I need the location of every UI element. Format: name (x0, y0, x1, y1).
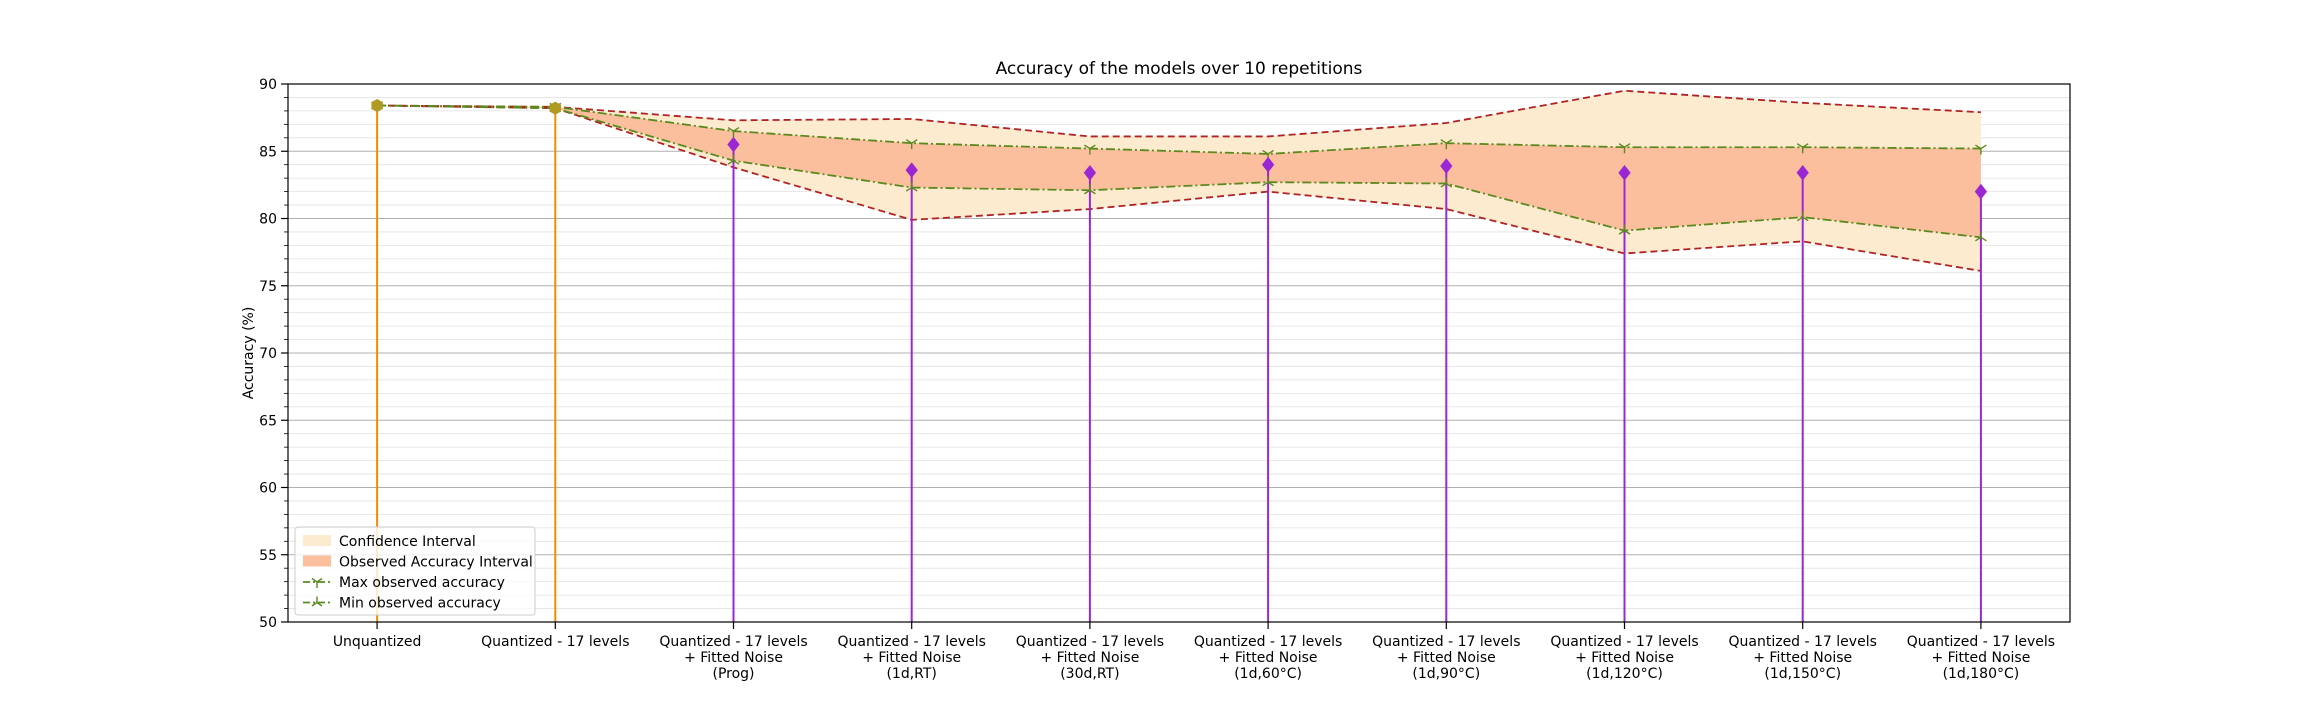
y-tick-label: 75 (259, 279, 277, 295)
mean-accuracy-point (1974, 183, 1988, 200)
x-tick-label-line: + Fitted Noise (1040, 650, 1139, 666)
y-tick-label: 60 (259, 481, 277, 497)
chart-title: Accuracy of the models over 10 repetitio… (996, 59, 1363, 79)
x-tick-label-line: Quantized - 17 levels (1729, 634, 1877, 650)
x-tick-label-line: Quantized - 17 levels (1907, 634, 2055, 650)
x-tick-label-line: + Fitted Noise (1397, 650, 1496, 666)
mean-accuracy-point (549, 101, 561, 115)
mean-accuracy-point (1796, 164, 1809, 181)
x-tick-label: Quantized - 17 levels + Fitted Noise (1d,1… (1729, 634, 1877, 682)
max-accuracy-point (1975, 144, 1987, 155)
x-tick-label-line: Quantized - 17 levels (1372, 634, 1520, 650)
min-accuracy-point (1796, 211, 1809, 222)
x-tick-label: Quantized - 17 levels + Fitted Noise (30d,… (1016, 634, 1164, 682)
x-tick-label: Quantized - 17 levels + Fitted Noise (1d,6… (1194, 634, 1342, 682)
legend-swatch (303, 555, 331, 567)
legend-box (294, 526, 536, 616)
legend-label: Confidence Interval (339, 534, 476, 550)
min-accuracy-point (727, 154, 740, 165)
x-tick-label-line: + Fitted Noise (862, 650, 961, 666)
x-tick-label-line: (1d,150°C) (1764, 666, 1841, 682)
mean-accuracy-point (1440, 158, 1453, 174)
min-accuracy-point (1084, 184, 1096, 195)
max-accuracy-point (727, 126, 740, 138)
x-tick-label: Quantized - 17 levels + Fitted Noise (1d,9… (1372, 634, 1520, 682)
y-tick-label: 80 (259, 212, 277, 228)
x-tick-label-line: + Fitted Noise (1575, 650, 1674, 666)
x-tick-label-line: + Fitted Noise (684, 650, 783, 666)
max-accuracy-point (1084, 144, 1096, 155)
x-tick-label-line: (30d,RT) (1060, 666, 1119, 682)
ci-lower-line (377, 104, 1982, 272)
legend: Confidence Interval Observed Accuracy Int… (294, 526, 536, 616)
min-accuracy-point (1618, 224, 1631, 235)
min-accuracy-point (1975, 231, 1987, 242)
y-tick-label: 90 (259, 77, 277, 93)
x-tick-label-line: + Fitted Noise (1753, 650, 1852, 666)
marker-layer (371, 98, 1988, 200)
x-tick-label: Quantized - 17 levels + Fitted Noise (1d,R… (838, 634, 986, 682)
mean-accuracy-point (1083, 164, 1097, 181)
legend-label: Observed Accuracy Interval (339, 555, 533, 571)
x-tick-label: Quantized - 17 levels (481, 634, 629, 650)
max-accuracy-line (377, 104, 1981, 155)
x-tick-label-line: Unquantized (333, 634, 422, 650)
x-tick-label-line: (Prog) (712, 666, 754, 682)
ci-edge-layer (377, 89, 1982, 272)
x-tick-label-line: Quantized - 17 levels (481, 634, 629, 650)
x-tick-label-line: (1d,120°C) (1586, 666, 1663, 682)
min-accuracy-point (905, 181, 918, 192)
legend-marker (311, 596, 323, 607)
line-layer (371, 99, 1987, 242)
x-tick-label-line: + Fitted Noise (1931, 650, 2030, 666)
x-tick-label-line: + Fitted Noise (1219, 650, 1318, 666)
y-tick-label: 55 (259, 548, 277, 564)
mean-accuracy-point (727, 136, 740, 153)
max-accuracy-point (905, 139, 918, 150)
max-accuracy-point (1440, 139, 1453, 150)
x-axis: Unquantized Quantized - 17 levels Quantize… (333, 622, 2055, 682)
legend-label: Min observed accuracy (339, 596, 501, 612)
y-tick-label: 65 (259, 413, 277, 429)
x-tick-label: Quantized - 17 levels + Fitted Noise (1d,1… (1907, 634, 2055, 682)
y-tick-label: 70 (259, 346, 277, 362)
x-tick-label: Quantized - 17 levels + Fitted Noise (1d,1… (1550, 634, 1698, 682)
x-tick-label-line: (1d,RT) (886, 666, 936, 682)
max-accuracy-point (1618, 143, 1631, 154)
min-accuracy-point (1440, 177, 1453, 188)
mean-accuracy-point (371, 98, 383, 113)
legend-swatch (303, 535, 331, 546)
x-tick-label: Unquantized (333, 634, 422, 650)
x-tick-label-line: Quantized - 17 levels (659, 634, 807, 650)
y-axis-label: Accuracy (%) (241, 307, 257, 400)
x-tick-label-line: Quantized - 17 levels (1016, 634, 1164, 650)
min-accuracy-point (1262, 176, 1274, 187)
legend-marker (311, 577, 323, 588)
x-tick-label-line: Quantized - 17 levels (1194, 634, 1342, 650)
observed-accuracy-band (377, 105, 1981, 238)
mean-accuracy-point (1618, 164, 1631, 181)
y-axis: 50 55 60 65 70 75 80 85 90 (259, 77, 288, 631)
x-tick-label-line: Quantized - 17 levels (1550, 634, 1698, 650)
min-accuracy-line (377, 104, 1982, 239)
y-tick-label: 85 (259, 144, 277, 160)
mean-accuracy-point (905, 162, 918, 178)
legend-label: Max observed accuracy (339, 575, 505, 591)
x-tick-label-line: Quantized - 17 levels (838, 634, 986, 650)
x-tick-label-line: (1d,60°C) (1234, 666, 1302, 682)
y-tick-label: 50 (259, 615, 277, 631)
ci-upper-line (377, 89, 1981, 138)
x-tick-label-line: (1d,180°C) (1943, 666, 2020, 682)
band-layer (377, 90, 1981, 271)
x-tick-label-line: (1d,90°C) (1412, 666, 1480, 682)
x-tick-label: Quantized - 17 levels + Fitted Noise (Prog… (659, 634, 807, 682)
max-accuracy-point (1796, 143, 1809, 154)
mean-accuracy-point (1261, 156, 1275, 173)
